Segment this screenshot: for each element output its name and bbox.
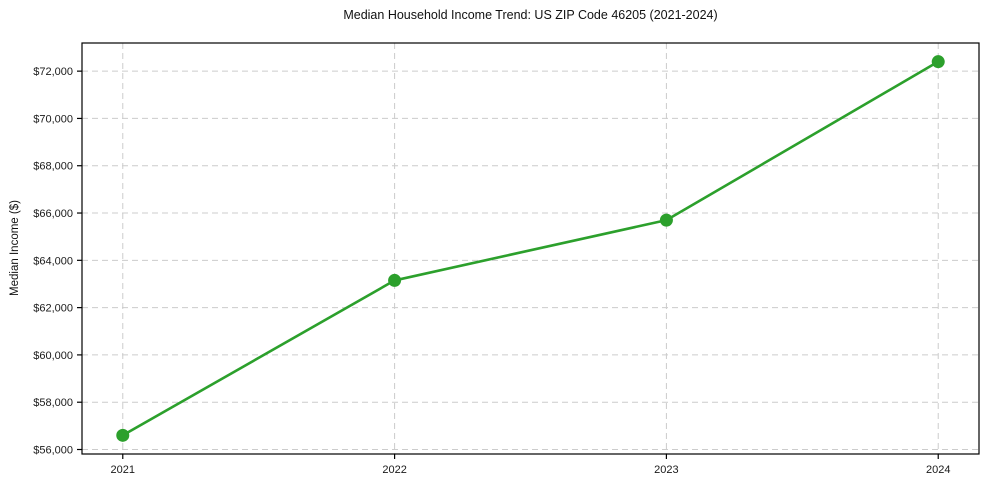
plot-border [81, 42, 980, 455]
data-point [116, 428, 130, 442]
y-tick-label: $72,000 [33, 66, 73, 78]
x-tick-label: 2023 [654, 464, 678, 476]
data-point [931, 55, 945, 69]
trend-line [121, 60, 940, 437]
y-tick-label: $70,000 [33, 113, 73, 125]
y-tick-label: $66,000 [33, 208, 73, 220]
y-tick-label: $60,000 [33, 350, 73, 362]
x-tick-label: 2024 [926, 464, 950, 476]
chart-title: Median Household Income Trend: US ZIP Co… [343, 8, 718, 22]
data-point [659, 213, 673, 227]
y-tick-label: $68,000 [33, 161, 73, 173]
data-point [388, 273, 402, 287]
y-tick-label: $58,000 [33, 397, 73, 409]
x-tick-label: 2022 [382, 464, 406, 476]
y-tick-label: $56,000 [33, 445, 73, 457]
y-tick-label: $64,000 [33, 255, 73, 267]
x-tick-label: 2021 [111, 464, 135, 476]
y-tick-label: $62,000 [33, 303, 73, 315]
